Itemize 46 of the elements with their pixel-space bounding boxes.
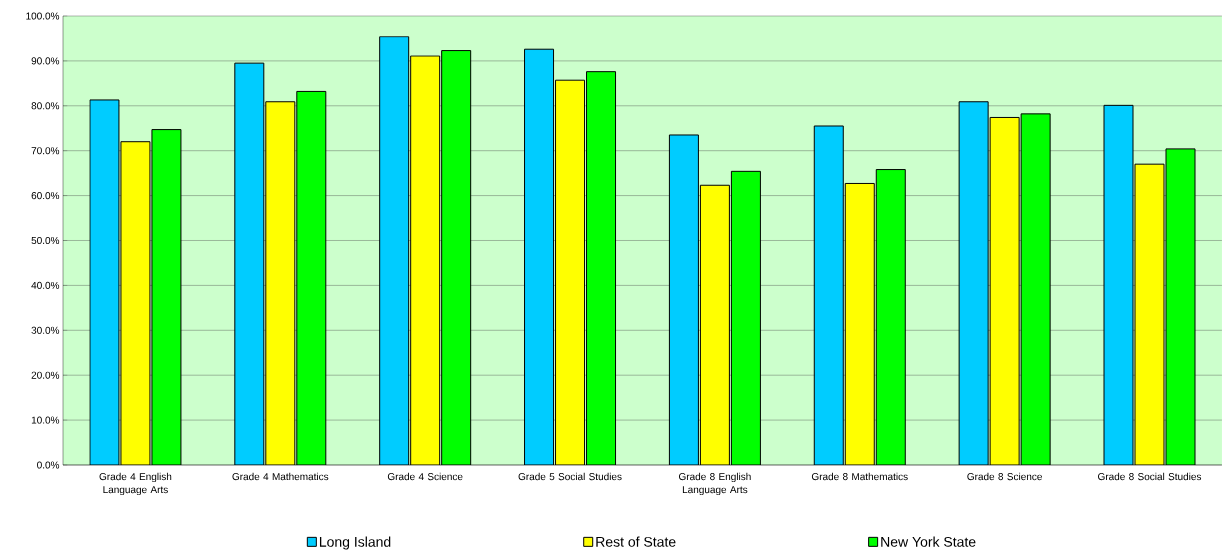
bar xyxy=(1165,148,1196,465)
bar xyxy=(989,116,1020,465)
legend-label: New York State xyxy=(881,536,976,547)
bar xyxy=(89,99,120,465)
bar xyxy=(379,36,410,465)
legend-label: Long Island xyxy=(319,536,391,550)
bar xyxy=(1103,104,1134,465)
bar xyxy=(844,182,875,465)
bar xyxy=(234,62,265,465)
x-tick-label: Grade 4 English Language Arts xyxy=(99,472,172,496)
x-tick-label: Grade 8 Science xyxy=(967,472,1042,481)
y-tick-label: 0.0% xyxy=(37,461,60,469)
y-tick-label: 50.0% xyxy=(31,236,60,245)
bar xyxy=(1020,113,1051,465)
bar xyxy=(813,125,844,465)
bar xyxy=(120,141,151,465)
y-tick-label: 70.0% xyxy=(31,147,60,155)
y-tick-label: 80.0% xyxy=(31,102,60,110)
bar xyxy=(151,129,182,465)
y-tick-label: 60.0% xyxy=(31,192,60,200)
y-tick-label: 20.0% xyxy=(31,371,60,379)
x-tick-label: Grade 5 Social Studies xyxy=(518,472,622,481)
bar xyxy=(875,169,906,465)
legend-label: Rest of State xyxy=(596,536,676,547)
bar xyxy=(441,50,472,465)
x-tick-label: Grade 4 Science xyxy=(387,472,463,481)
x-tick-label: Grade 8 Social Studies xyxy=(1098,472,1202,481)
y-tick-label: 90.0% xyxy=(31,57,60,65)
bar xyxy=(1134,163,1165,465)
y-tick-label: 40.0% xyxy=(31,281,60,289)
y-tick-label: 10.0% xyxy=(31,416,60,424)
bar xyxy=(668,134,699,465)
bar xyxy=(958,101,989,465)
bar xyxy=(730,170,761,465)
bar xyxy=(524,48,555,465)
bar xyxy=(586,71,617,465)
bar xyxy=(410,55,441,465)
x-tick-label: Grade 8 English Language Arts xyxy=(679,472,751,496)
bar xyxy=(296,90,327,465)
x-tick-label: Grade 4 Mathematics xyxy=(232,472,329,481)
y-tick-label: 30.0% xyxy=(31,326,60,334)
bar xyxy=(265,101,296,465)
bar xyxy=(555,79,586,465)
y-tick-label: 100.0% xyxy=(26,12,60,20)
x-tick-label: Grade 8 Mathematics xyxy=(811,472,908,481)
bar xyxy=(699,184,730,465)
